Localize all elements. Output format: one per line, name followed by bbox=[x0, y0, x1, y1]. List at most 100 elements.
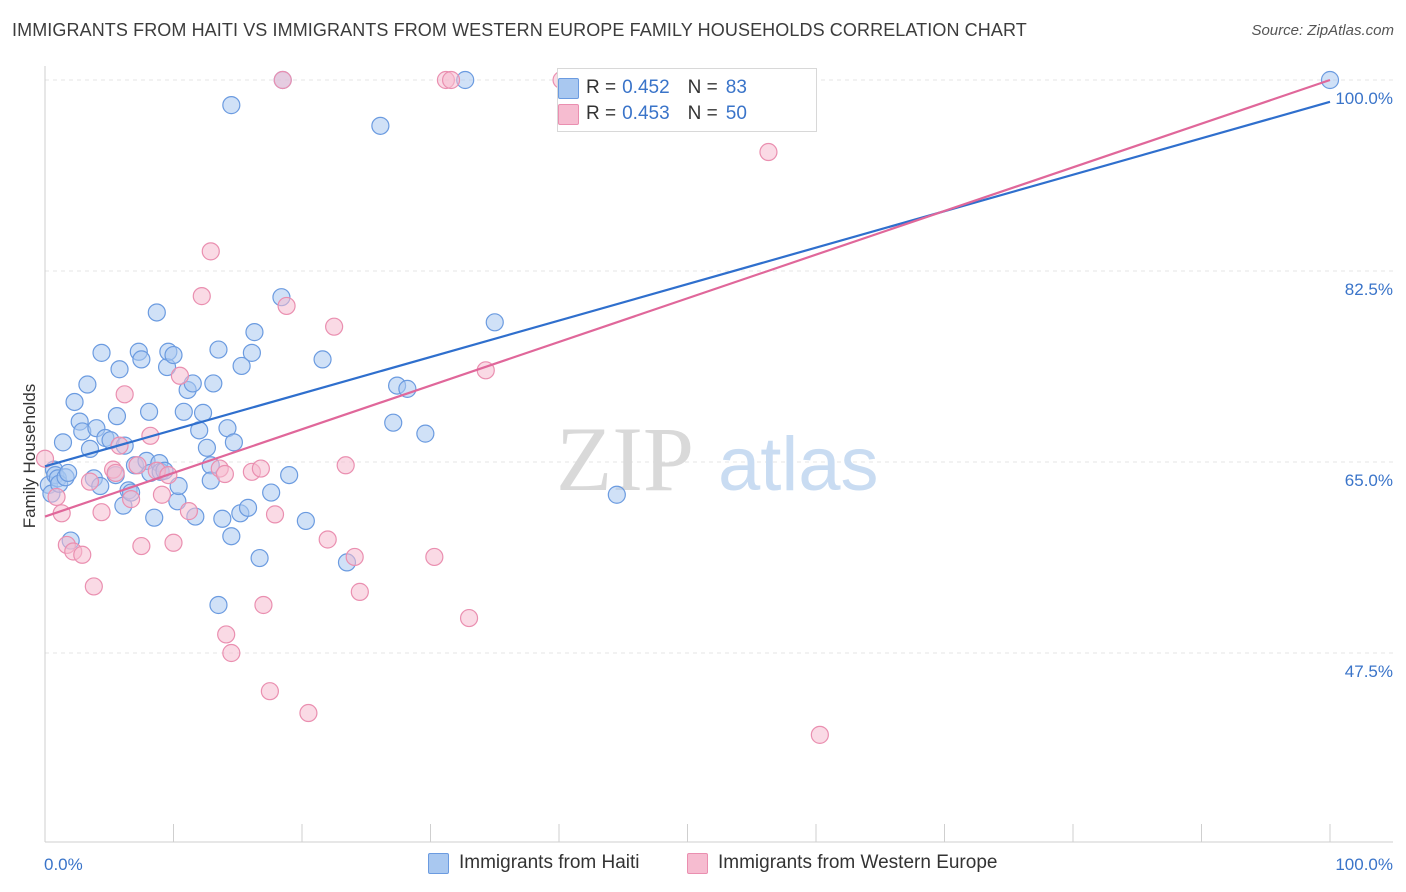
haiti-point-22 bbox=[107, 407, 127, 426]
legend-label-western-europe: Immigrants from Western Europe bbox=[718, 852, 998, 873]
western-europe-point-12 bbox=[115, 385, 134, 404]
western-europe-point-15 bbox=[132, 536, 151, 556]
haiti-point-10 bbox=[65, 392, 84, 412]
western-europe-point-7 bbox=[84, 577, 103, 596]
western-europe-point-33 bbox=[265, 505, 285, 524]
legend-swatch-western-europe bbox=[558, 104, 579, 125]
legend-row-western-europe: R = 0.453 N = 50 bbox=[558, 101, 747, 127]
haiti-point-64 bbox=[242, 343, 261, 362]
haiti-point-65 bbox=[250, 548, 269, 568]
haiti-point-55 bbox=[209, 340, 228, 359]
haiti-point-32 bbox=[139, 402, 159, 421]
r-value: 0.452 bbox=[622, 77, 670, 98]
western-europe-point-23 bbox=[192, 287, 211, 306]
x-tick-label-end: 100.0% bbox=[1335, 855, 1393, 874]
western-europe-point-22 bbox=[179, 502, 199, 521]
haiti-point-66 bbox=[262, 483, 281, 502]
r-value: 0.453 bbox=[622, 103, 670, 124]
tick-labels: 47.5% 65.0% 82.5% 100.0% 0.0% 100.0% bbox=[44, 89, 1393, 874]
western-europe-point-42 bbox=[425, 547, 444, 567]
haiti-point-30 bbox=[132, 350, 151, 369]
haiti-point-53 bbox=[204, 374, 223, 393]
haiti-point-54 bbox=[209, 595, 228, 615]
y-axis-label: Family Households bbox=[20, 383, 39, 529]
series-legend: Immigrants from Haiti Immigrants from We… bbox=[0, 852, 1406, 878]
western-europe-point-36 bbox=[299, 703, 318, 723]
western-europe-point-37 bbox=[318, 530, 337, 549]
western-europe-point-41 bbox=[350, 582, 369, 601]
western-europe-point-38 bbox=[325, 317, 344, 336]
legend-item-western-europe[interactable]: Immigrants from Western Europe bbox=[687, 852, 997, 874]
x-tick-label-start: 0.0% bbox=[44, 855, 83, 874]
western-europe-point-26 bbox=[215, 464, 234, 484]
haiti-point-59 bbox=[224, 433, 243, 452]
western-europe-point-8 bbox=[92, 503, 111, 522]
western-europe-point-24 bbox=[201, 242, 220, 261]
haiti-point-41 bbox=[164, 345, 183, 365]
western-europe-point-30 bbox=[251, 459, 270, 478]
chart-title: IMMIGRANTS FROM HAITI VS IMMIGRANTS FROM… bbox=[12, 20, 1027, 40]
n-value: 83 bbox=[725, 77, 747, 98]
western-europe-point-35 bbox=[277, 296, 296, 316]
haiti-point-76 bbox=[384, 413, 403, 432]
western-europe-point-13 bbox=[121, 490, 141, 509]
western-europe-point-6 bbox=[80, 472, 100, 491]
haiti-point-63 bbox=[245, 323, 264, 342]
n-label: N = bbox=[687, 77, 718, 98]
western-europe-point-32 bbox=[260, 682, 279, 701]
western-europe-point-18 bbox=[152, 485, 172, 504]
western-europe-point-0 bbox=[35, 449, 55, 468]
haiti-point-34 bbox=[145, 508, 164, 527]
r-label: R = bbox=[586, 77, 617, 98]
source-label: Source: ZipAtlas.com bbox=[1251, 22, 1394, 39]
n-label: N = bbox=[687, 103, 718, 124]
western-europe-point-39 bbox=[336, 456, 355, 475]
haiti-point-56 bbox=[213, 509, 232, 528]
legend-swatch-haiti bbox=[428, 852, 449, 874]
trendline-haiti bbox=[44, 100, 1331, 468]
haiti-point-72 bbox=[222, 96, 241, 115]
haiti-point-50 bbox=[197, 438, 217, 457]
legend-item-haiti[interactable]: Immigrants from Haiti bbox=[428, 852, 640, 874]
western-europe-point-5 bbox=[73, 545, 92, 564]
haiti-point-8 bbox=[59, 463, 78, 483]
western-europe-point-27 bbox=[217, 625, 236, 644]
western-europe-point-28 bbox=[222, 643, 241, 663]
western-europe-point-20 bbox=[164, 533, 183, 552]
haiti-point-78 bbox=[416, 424, 435, 443]
haiti-point-71 bbox=[313, 350, 332, 369]
haiti-point-80 bbox=[485, 313, 504, 332]
trendline-western-europe bbox=[44, 78, 1331, 518]
haiti-point-35 bbox=[147, 303, 166, 322]
watermark: ZIP atlas bbox=[556, 408, 879, 510]
legend-swatch-western-europe bbox=[687, 852, 708, 874]
legend-row-haiti: R = 0.452 N = 83 bbox=[558, 75, 747, 101]
series-western-europe-points bbox=[35, 70, 829, 744]
haiti-point-13 bbox=[78, 375, 97, 394]
haiti-point-23 bbox=[110, 360, 129, 379]
western-europe-point-48 bbox=[759, 142, 778, 162]
haiti-point-44 bbox=[174, 402, 193, 421]
n-value: 50 bbox=[725, 103, 747, 124]
western-europe-point-34 bbox=[273, 70, 292, 90]
r-label: R = bbox=[586, 103, 617, 124]
watermark-atlas: atlas bbox=[718, 422, 879, 507]
western-europe-point-45 bbox=[459, 608, 479, 628]
western-europe-point-10 bbox=[106, 463, 125, 483]
haiti-point-62 bbox=[238, 498, 258, 517]
legend-label-haiti: Immigrants from Haiti bbox=[459, 852, 640, 873]
western-europe-point-49 bbox=[810, 725, 829, 744]
haiti-point-74 bbox=[371, 116, 390, 135]
y-tick-label-3: 100.0% bbox=[1335, 89, 1393, 108]
western-europe-point-14 bbox=[128, 456, 147, 475]
western-europe-point-44 bbox=[441, 70, 461, 90]
western-europe-point-40 bbox=[345, 547, 364, 567]
series-haiti-points bbox=[39, 70, 1340, 615]
haiti-point-58 bbox=[222, 527, 241, 546]
haiti-point-69 bbox=[280, 465, 299, 485]
trendlines bbox=[44, 78, 1331, 518]
y-tick-label-2: 82.5% bbox=[1345, 280, 1393, 299]
y-tick-label-0: 47.5% bbox=[1345, 662, 1393, 681]
haiti-point-6 bbox=[53, 433, 73, 452]
